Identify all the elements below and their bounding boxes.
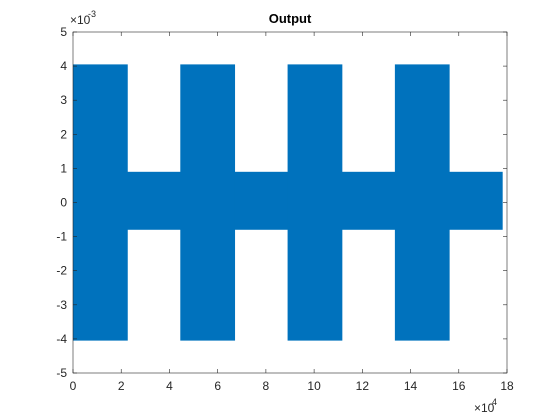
x-tick-label: 0 xyxy=(70,379,77,393)
x-tick-label: 6 xyxy=(214,379,221,393)
y-tick-label: 0 xyxy=(60,196,67,210)
chart-title: Output xyxy=(269,11,312,26)
signal-envelope-segment-2 xyxy=(180,64,236,341)
data-layer xyxy=(73,64,503,341)
y-tick-label: 3 xyxy=(60,93,67,107)
signal-envelope-segment-6 xyxy=(394,64,450,341)
signal-envelope-segment-5 xyxy=(341,171,396,230)
signal-envelope-segment-7 xyxy=(449,171,503,230)
x-exponent-label: ×10 4 xyxy=(474,397,497,415)
y-tick-label: -1 xyxy=(56,230,67,244)
y-exponent-base: ×10 xyxy=(70,13,91,27)
x-tick-label: 14 xyxy=(404,379,418,393)
x-tick-label: 8 xyxy=(263,379,270,393)
signal-envelope-segment-4 xyxy=(287,64,343,341)
y-tick-label: -4 xyxy=(56,332,67,346)
y-tick-label: 4 xyxy=(60,59,67,73)
x-tick-label: 12 xyxy=(356,379,370,393)
x-exponent-power: 4 xyxy=(492,397,497,407)
y-tick-label: 1 xyxy=(60,161,67,175)
y-tick-label: 2 xyxy=(60,127,67,141)
x-tick-label: 4 xyxy=(166,379,173,393)
y-tick-label: 5 xyxy=(60,25,67,39)
signal-envelope-segment-3 xyxy=(234,171,289,230)
y-exponent-label: ×10 -3 xyxy=(70,9,96,27)
y-exponent-power: -3 xyxy=(88,9,96,19)
signal-envelope-segment-0 xyxy=(73,64,128,341)
x-tick-label: 10 xyxy=(307,379,321,393)
x-tick-label: 18 xyxy=(500,379,514,393)
y-tick-label: -2 xyxy=(56,264,67,278)
signal-envelope-segment-1 xyxy=(127,171,181,230)
x-tick-label: 16 xyxy=(452,379,466,393)
x-exponent-base: ×10 xyxy=(474,401,495,415)
y-tick-label: -3 xyxy=(56,298,67,312)
y-tick-label: -5 xyxy=(56,366,67,380)
x-tick-label: 2 xyxy=(118,379,125,393)
